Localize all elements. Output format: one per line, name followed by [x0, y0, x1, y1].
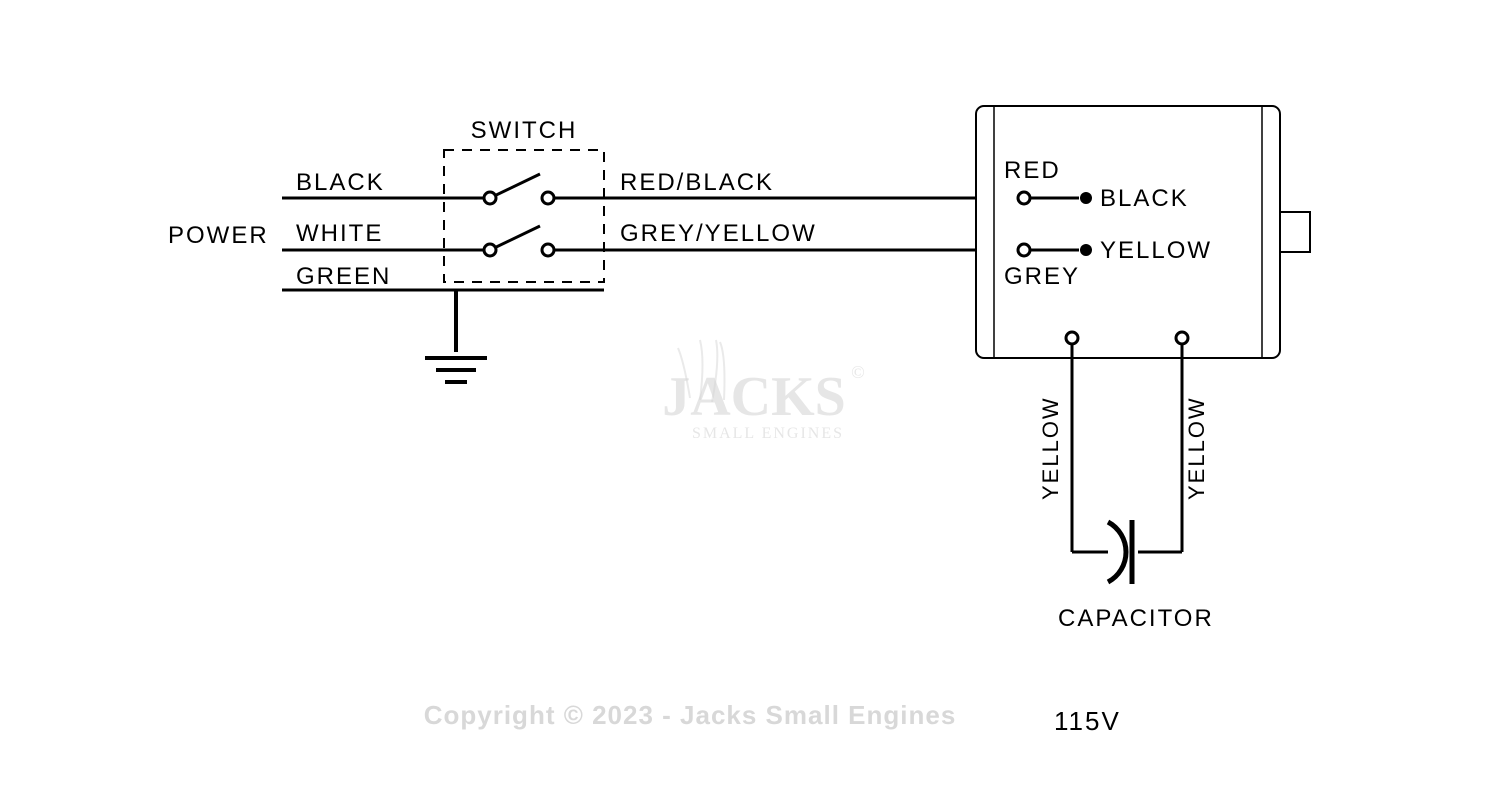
switch-terminal-2a — [484, 244, 496, 256]
grey-label: GREY — [1004, 263, 1080, 290]
green-label: GREEN — [296, 263, 391, 290]
black2-label: BLACK — [1100, 185, 1189, 212]
motor — [976, 106, 1310, 358]
watermark-c: © — [851, 362, 865, 382]
power-label: POWER — [168, 222, 269, 249]
motor-cap-terminal-right — [1176, 332, 1188, 344]
switch-arm-1 — [490, 174, 540, 198]
switch-arm-2 — [490, 226, 540, 250]
switch-terminal-2b — [542, 244, 554, 256]
motor-terminal-black-dot — [1080, 192, 1092, 204]
watermark: JACKS SMALL ENGINES © — [662, 340, 865, 442]
motor-terminal-grey — [1018, 244, 1030, 256]
watermark-sub: SMALL ENGINES — [692, 425, 844, 442]
voltage-label: 115V — [1054, 706, 1121, 736]
switch-terminal-1a — [484, 192, 496, 204]
motor-cap-terminal-left — [1066, 332, 1078, 344]
capacitor-label: CAPACITOR — [1058, 605, 1214, 632]
motor-terminal-red — [1018, 192, 1030, 204]
black-label: BLACK — [296, 169, 385, 196]
motor-shaft — [1280, 212, 1310, 252]
switch-terminal-1b — [542, 192, 554, 204]
red-black-label: RED/BLACK — [620, 169, 774, 196]
red-label: RED — [1004, 157, 1061, 184]
yellow-vlabel-2: YELLOW — [1184, 396, 1209, 500]
yellow-label: YELLOW — [1100, 237, 1212, 264]
wiring-diagram: JACKS SMALL ENGINES © POWER BLACK WHITE … — [0, 0, 1508, 793]
yellow-vlabel-1: YELLOW — [1038, 396, 1063, 500]
motor-terminal-yellow-dot — [1080, 244, 1092, 256]
switch-label: SWITCH — [471, 117, 578, 144]
capacitor-arc — [1108, 522, 1126, 582]
white-label: WHITE — [296, 220, 383, 247]
grey-yellow-label: GREY/YELLOW — [620, 220, 817, 247]
copyright-text: Copyright © 2023 - Jacks Small Engines — [424, 700, 957, 730]
switch-box — [444, 150, 604, 282]
